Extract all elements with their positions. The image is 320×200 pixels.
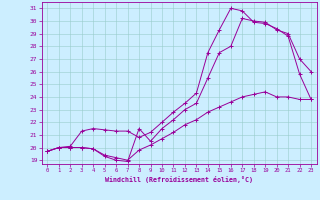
X-axis label: Windchill (Refroidissement éolien,°C): Windchill (Refroidissement éolien,°C): [105, 176, 253, 183]
